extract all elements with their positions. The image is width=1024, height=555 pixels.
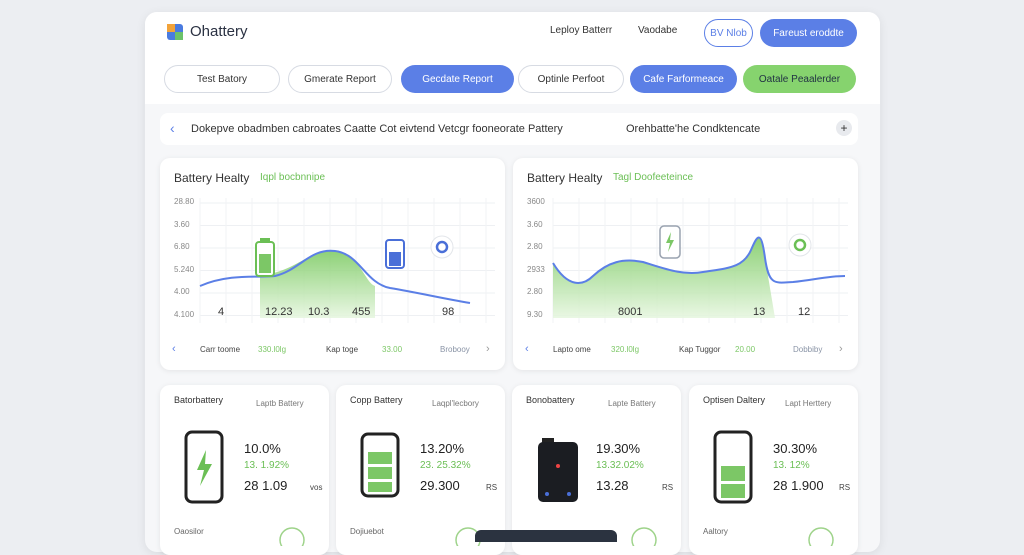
card-title: Optisen Daltery <box>703 395 766 405</box>
card-footer: Dojiuebot <box>350 527 384 536</box>
breadcrumb-bar <box>160 113 858 145</box>
card-subtitle: Lapte Battery <box>608 399 656 408</box>
toolbar-button[interactable]: Oatale Peaalerder <box>743 65 856 93</box>
card-unit: RS <box>839 483 851 492</box>
footer-item: Kap toge <box>326 345 359 354</box>
device-icon <box>713 430 753 504</box>
prev-arrow[interactable]: ‹ <box>172 343 176 355</box>
point-label: 12.23 <box>265 306 293 318</box>
axis-label: 2.80 <box>527 287 543 296</box>
add-button[interactable]: + <box>836 120 852 136</box>
card-value: 13. 12% <box>773 459 810 471</box>
back-button[interactable]: ‹ <box>170 120 175 136</box>
breadcrumb-item: Dokepve obadmben cabroates Caatte Cot ei… <box>191 123 563 135</box>
axis-label: 6.80 <box>174 242 190 251</box>
refresh-icon <box>788 233 812 257</box>
card-value: 19.30% <box>596 441 641 456</box>
footer-item: 33.00 <box>382 345 403 354</box>
axis-label: 28.80 <box>174 197 195 206</box>
axis-label: 2933 <box>527 264 545 274</box>
card-action <box>631 527 657 546</box>
battery-icon <box>659 225 681 259</box>
toolbar-button[interactable]: Test Batory <box>164 65 280 93</box>
card-unit: RS <box>662 483 674 492</box>
panel-subtitle: Iqpl bocbnnipe <box>260 172 326 183</box>
nav-item[interactable]: Vaodabe <box>638 25 678 36</box>
axis-label: 3.60 <box>174 219 190 229</box>
axis-label: 5.240 <box>174 264 195 274</box>
footer-item: Carr toome <box>200 345 241 354</box>
footer-item: Lapto ome <box>553 345 591 354</box>
device-icon <box>360 432 400 498</box>
toolbar-button[interactable]: Optinle Perfoot <box>518 65 624 93</box>
prev-arrow[interactable]: ‹ <box>525 343 529 355</box>
card-value: 30.30% <box>773 441 818 456</box>
next-arrow[interactable]: › <box>486 343 490 355</box>
card-value: 28 1.900 <box>773 478 824 493</box>
card-footer: Oaosilor <box>174 527 204 536</box>
axis-label: 3600 <box>527 197 545 206</box>
logo-text: Ohattery <box>190 23 248 40</box>
card-value: 29.300 <box>420 478 460 493</box>
panel-title: Battery Healty <box>174 171 250 185</box>
card-value: 13.20% <box>420 441 465 456</box>
dock <box>475 530 617 542</box>
card-action <box>279 527 305 546</box>
footer-item: Brobooy <box>440 345 470 354</box>
point-label: 4 <box>218 306 225 318</box>
footer-item: Dobbiby <box>793 345 823 354</box>
card-footer: Aaltory <box>703 527 728 536</box>
footer-item: Kap Tuggor <box>679 345 721 354</box>
logo-icon <box>167 24 183 40</box>
next-arrow[interactable]: › <box>839 343 843 355</box>
point-label: 8001 <box>618 306 643 318</box>
button[interactable]: Fareust eroddte <box>760 19 857 47</box>
card-value: 13.32.02% <box>596 459 644 471</box>
chart-panel <box>513 158 858 370</box>
point-label: 12 <box>798 306 811 318</box>
page: Ohattery Leploy Batterr Vaodabe BV Nlob Fare… <box>160 19 858 555</box>
device-icon <box>184 430 224 504</box>
card-value: 13.28 <box>596 478 629 493</box>
nav-item[interactable]: Leploy Batterr <box>550 25 613 36</box>
toolbar-button[interactable]: Gmerate Report <box>288 65 392 93</box>
card-title: Copp Battery <box>350 395 403 405</box>
card-subtitle: Lapt Herttery <box>785 399 832 408</box>
card-title: Batorbattery <box>174 395 224 405</box>
point-label: 455 <box>352 306 371 318</box>
panel-title: Battery Healty <box>527 171 603 185</box>
point-label: 10.3 <box>308 306 330 318</box>
battery-icon <box>385 239 405 269</box>
axis-label: 9.30 <box>527 309 543 319</box>
card-value: 28 1.09 <box>244 478 288 493</box>
axis-label: 4.00 <box>174 287 190 296</box>
card-subtitle: Laqpl'lecbory <box>432 399 479 408</box>
toolbar-button[interactable]: Cafe Farformeace <box>630 65 737 93</box>
panel-subtitle: Tagl Doofeeteince <box>613 172 694 183</box>
axis-label: 3.60 <box>527 219 543 229</box>
refresh-icon <box>430 235 454 259</box>
card-unit: RS <box>486 483 498 492</box>
card-unit: vos <box>310 483 323 492</box>
battery-icon <box>255 238 275 277</box>
card-value: 23. 25.32% <box>420 459 471 471</box>
card-action <box>808 527 834 546</box>
footer-item: 20.00 <box>735 345 756 354</box>
card-title: Bonobattery <box>526 395 575 405</box>
point-label: 98 <box>442 306 455 318</box>
button[interactable]: BV Nlob <box>704 19 753 47</box>
toolbar-button[interactable]: Gecdate Report <box>401 65 514 93</box>
device-icon <box>538 438 578 502</box>
axis-label: 4.100 <box>174 309 195 319</box>
point-label: 13 <box>753 306 766 318</box>
card-value: 13. 1.92% <box>244 459 290 471</box>
card-subtitle: Laptb Battery <box>256 399 304 408</box>
breadcrumb-item: Orehbatte'he Condktencate <box>626 123 761 135</box>
footer-item: 330.l0lg <box>258 345 287 354</box>
card-value: 10.0% <box>244 441 281 456</box>
footer-item: 320.l0lg <box>611 345 640 354</box>
axis-label: 2.80 <box>527 242 543 251</box>
chart-plot <box>552 198 848 323</box>
